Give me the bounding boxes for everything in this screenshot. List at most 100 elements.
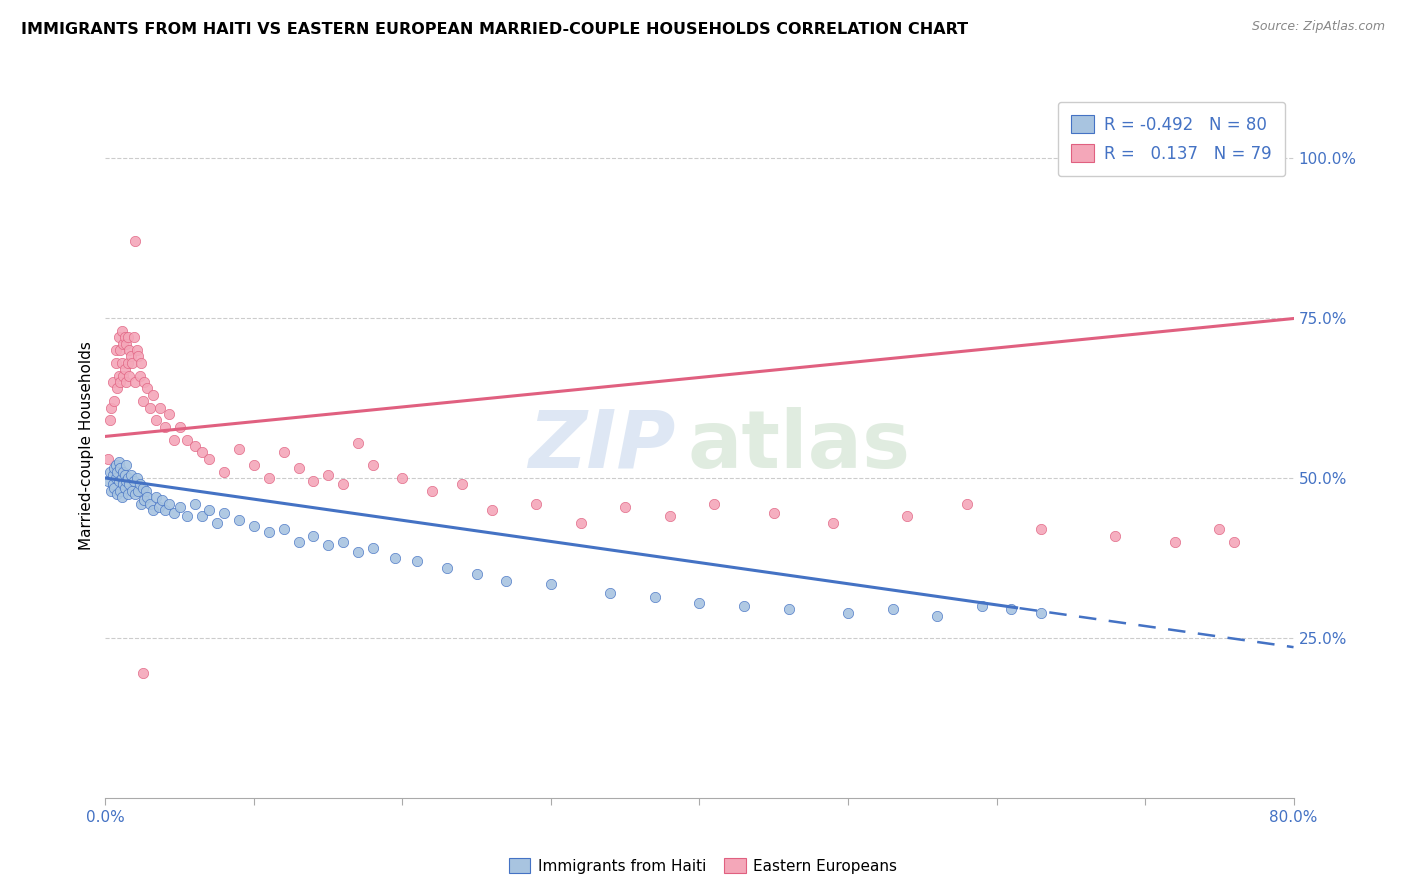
Point bbox=[1029, 606, 1052, 620]
Point bbox=[110, 343, 132, 357]
Point bbox=[450, 477, 472, 491]
Point bbox=[121, 356, 143, 370]
Point bbox=[257, 525, 280, 540]
Point bbox=[183, 439, 205, 453]
Point bbox=[98, 413, 121, 427]
Legend: Immigrants from Haiti, Eastern Europeans: Immigrants from Haiti, Eastern Europeans bbox=[502, 852, 904, 880]
Point bbox=[115, 458, 138, 473]
Point bbox=[117, 356, 139, 370]
Point bbox=[176, 509, 198, 524]
Point bbox=[108, 455, 131, 469]
Point bbox=[104, 471, 127, 485]
Point bbox=[465, 567, 488, 582]
Point bbox=[129, 356, 152, 370]
Point bbox=[436, 560, 458, 574]
Point bbox=[287, 461, 309, 475]
Point bbox=[153, 503, 176, 517]
Point bbox=[103, 481, 125, 495]
Point bbox=[128, 368, 150, 383]
Y-axis label: Married-couple Households: Married-couple Households bbox=[79, 342, 94, 550]
Point bbox=[361, 458, 384, 473]
Point bbox=[108, 475, 131, 489]
Point bbox=[1208, 522, 1230, 536]
Point bbox=[142, 388, 165, 402]
Point bbox=[1253, 147, 1275, 161]
Point bbox=[837, 606, 859, 620]
Text: Source: ZipAtlas.com: Source: ZipAtlas.com bbox=[1251, 20, 1385, 33]
Point bbox=[896, 509, 918, 524]
Point bbox=[176, 433, 198, 447]
Legend: R = -0.492   N = 80, R =   0.137   N = 79: R = -0.492 N = 80, R = 0.137 N = 79 bbox=[1057, 102, 1285, 176]
Point bbox=[112, 477, 135, 491]
Point bbox=[191, 445, 214, 459]
Point bbox=[614, 500, 637, 514]
Point bbox=[104, 356, 127, 370]
Point bbox=[332, 535, 354, 549]
Point bbox=[114, 467, 136, 482]
Point bbox=[243, 458, 266, 473]
Point bbox=[689, 596, 711, 610]
Point bbox=[1223, 535, 1246, 549]
Point bbox=[183, 497, 205, 511]
Point bbox=[118, 343, 141, 357]
Point bbox=[481, 503, 503, 517]
Point bbox=[127, 483, 149, 498]
Point bbox=[108, 368, 131, 383]
Point bbox=[205, 516, 228, 530]
Point bbox=[111, 324, 134, 338]
Point bbox=[347, 435, 370, 450]
Point bbox=[361, 541, 384, 556]
Point bbox=[1104, 529, 1126, 543]
Point bbox=[150, 493, 173, 508]
Point bbox=[125, 471, 148, 485]
Point bbox=[273, 445, 295, 459]
Point bbox=[148, 500, 170, 514]
Point bbox=[145, 490, 167, 504]
Point bbox=[316, 538, 339, 552]
Point bbox=[540, 576, 562, 591]
Point bbox=[104, 343, 127, 357]
Point bbox=[117, 330, 139, 344]
Point bbox=[120, 467, 142, 482]
Point bbox=[191, 509, 214, 524]
Point bbox=[163, 506, 186, 520]
Point bbox=[125, 343, 148, 357]
Point bbox=[120, 349, 142, 363]
Text: ZIP: ZIP bbox=[529, 407, 676, 485]
Point bbox=[115, 475, 138, 489]
Point bbox=[347, 544, 370, 558]
Point bbox=[97, 451, 120, 466]
Point bbox=[644, 590, 666, 604]
Point bbox=[112, 465, 135, 479]
Point bbox=[169, 419, 191, 434]
Point bbox=[132, 493, 155, 508]
Point bbox=[1000, 602, 1022, 616]
Point bbox=[332, 477, 354, 491]
Point bbox=[124, 487, 146, 501]
Point bbox=[169, 500, 191, 514]
Point bbox=[228, 442, 250, 457]
Point bbox=[153, 419, 176, 434]
Point bbox=[139, 497, 162, 511]
Point bbox=[118, 477, 141, 491]
Point bbox=[100, 401, 122, 415]
Point bbox=[121, 483, 143, 498]
Point bbox=[122, 330, 145, 344]
Point bbox=[142, 503, 165, 517]
Point bbox=[970, 599, 993, 614]
Point bbox=[131, 481, 153, 495]
Point bbox=[198, 503, 221, 517]
Point bbox=[129, 497, 152, 511]
Point bbox=[118, 368, 141, 383]
Point bbox=[104, 458, 127, 473]
Point bbox=[124, 375, 146, 389]
Point bbox=[101, 375, 124, 389]
Point bbox=[287, 535, 309, 549]
Point bbox=[733, 599, 755, 614]
Point bbox=[111, 356, 134, 370]
Point bbox=[128, 477, 150, 491]
Point bbox=[136, 381, 159, 395]
Point bbox=[569, 516, 592, 530]
Point bbox=[703, 497, 725, 511]
Point bbox=[302, 529, 325, 543]
